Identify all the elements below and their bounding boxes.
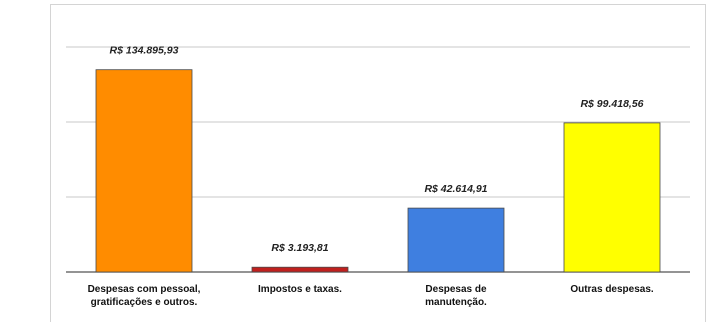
value-label-2: R$ 42.614,91	[424, 183, 487, 195]
frame-top-border	[50, 4, 706, 5]
category-label-1-line-0: Impostos e taxas.	[258, 284, 342, 295]
category-label-2-line-0: Despesas de	[425, 284, 487, 295]
category-label-2-line-1: manutenção.	[425, 297, 487, 308]
category-label-3-line-0: Outras despesas.	[570, 284, 654, 295]
bar-2	[407, 207, 505, 273]
category-label-0-line-0: Despesas com pessoal,	[88, 284, 201, 295]
value-label-0: R$ 134.895,93	[110, 45, 179, 57]
bars	[95, 69, 661, 273]
bar-0	[95, 69, 193, 273]
value-labels: R$ 134.895,93 R$ 3.193,81 R$ 42.614,91 R$ 9…	[110, 45, 644, 254]
value-label-3: R$ 99.418,56	[580, 98, 643, 110]
frame-left-border	[50, 4, 51, 322]
value-label-1: R$ 3.193,81	[271, 242, 328, 254]
frame-right-border	[705, 4, 706, 322]
bar-3	[563, 122, 661, 273]
category-labels: Despesas com pessoal, gratificações e out…	[88, 284, 654, 308]
bar-1	[251, 266, 349, 273]
category-label-0-line-1: gratificações e outros.	[91, 297, 198, 308]
